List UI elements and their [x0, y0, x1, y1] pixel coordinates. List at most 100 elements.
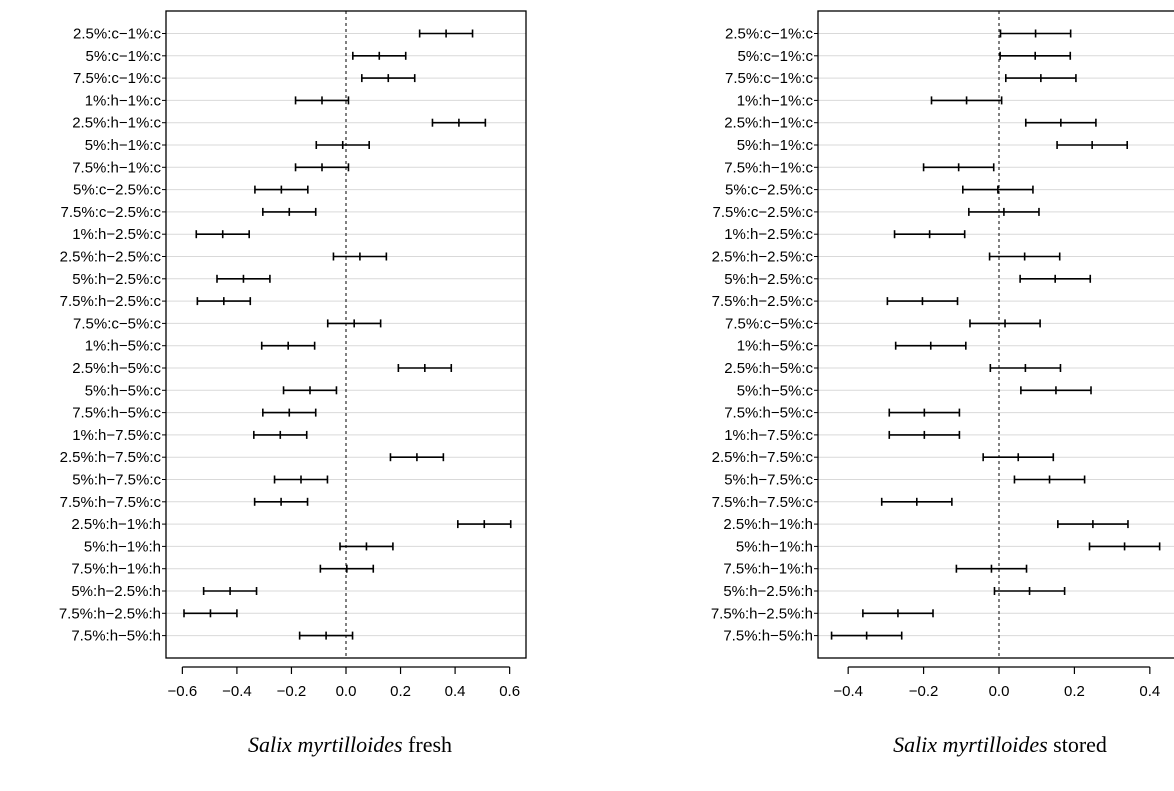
category-label: 1%:h−5%:c: [737, 338, 814, 355]
plot-frame: [817, 10, 1174, 659]
category-label: 5%:h−7.5%:c: [72, 472, 161, 489]
category-label: 7.5%:h−7.5%:c: [60, 494, 162, 511]
category-label: 1%:h−5%:c: [85, 338, 162, 355]
category-label: 5%:h−2.5%:h: [723, 583, 813, 600]
error-bar: [457, 520, 512, 529]
chart-title-condition: stored: [1048, 732, 1107, 757]
category-label: 1%:h−2.5%:c: [724, 226, 813, 243]
chart-title-fresh: Salix myrtilloides fresh: [248, 732, 452, 757]
category-label: 2.5%:h−1%:h: [723, 516, 813, 533]
category-label: 1%:h−1%:c: [85, 92, 162, 109]
category-label: 5%:h−1%:c: [85, 137, 162, 154]
chart-title-stored: Salix myrtilloides stored: [893, 732, 1107, 757]
category-label: 7.5%:c−1%:c: [725, 70, 813, 87]
category-label: 2.5%:h−1%:c: [72, 115, 161, 132]
error-bar: [319, 564, 375, 573]
category-label: 5%:h−1%:h: [736, 538, 813, 555]
error-bar: [888, 430, 961, 439]
category-label: 2.5%:h−1%:c: [724, 115, 813, 132]
error-bar: [1057, 520, 1129, 529]
error-bar: [389, 453, 445, 462]
error-bar: [254, 185, 309, 194]
category-label: 2.5%:h−2.5%:c: [712, 249, 814, 266]
category-label: 7.5%:h−2.5%:h: [59, 605, 161, 622]
category-label: 1%:h−2.5%:c: [72, 226, 161, 243]
error-bar: [982, 453, 1055, 462]
error-bar: [893, 230, 966, 239]
error-bar: [273, 475, 329, 484]
error-bar: [339, 542, 394, 551]
plot-frame: [165, 10, 527, 659]
category-label: 2.5%:h−1%:h: [71, 516, 161, 533]
error-bar: [955, 564, 1028, 573]
error-bar: [1088, 542, 1161, 551]
category-label: 7.5%:h−5%:c: [724, 405, 813, 422]
category-label: 5%:h−5%:c: [85, 382, 162, 399]
category-label: 2.5%:h−5%:c: [72, 360, 161, 377]
error-bar: [1056, 141, 1129, 149]
chart-stored: 2.5%:c−1%:c 5%:c−1%:c 7.5%:c−1%:c 1%:h−1%:c…: [711, 10, 1174, 757]
error-bar: [262, 207, 317, 216]
error-bar: [1019, 274, 1092, 283]
category-label: 5%:h−1%:h: [84, 538, 161, 555]
x-tick-label: −0.4: [833, 683, 863, 700]
category-label: 7.5%:h−5%:h: [723, 628, 813, 645]
error-bar: [1004, 74, 1077, 83]
category-label: 7.5%:h−5%:h: [71, 628, 161, 645]
error-bar: [253, 430, 308, 439]
category-label: 7.5%:c−1%:c: [73, 70, 161, 87]
error-bar: [202, 587, 258, 595]
category-label: 7.5%:h−5%:c: [72, 405, 161, 422]
x-tick-label: 0.4: [1139, 683, 1160, 700]
error-bar: [282, 386, 338, 395]
error-bar: [1020, 386, 1092, 395]
category-label: 2.5%:c−1%:c: [725, 26, 813, 43]
category-label: 5%:c−2.5%:c: [725, 182, 813, 199]
category-label: 5%:c−2.5%:c: [73, 182, 161, 199]
category-label: 7.5%:h−1%:c: [72, 159, 161, 176]
error-bar: [999, 51, 1072, 60]
error-bar: [216, 274, 271, 283]
error-bar: [961, 185, 1034, 194]
plot-area: 2.5%:c−1%:c 5%:c−1%:c 7.5%:c−1%:c 1%:h−1%:c…: [59, 10, 527, 700]
error-bar: [253, 497, 309, 506]
error-bar: [418, 29, 474, 38]
category-label: 7.5%:h−2.5%:c: [60, 293, 162, 310]
category-label: 2.5%:h−7.5%:c: [712, 449, 814, 466]
x-tick-label: −0.6: [168, 683, 198, 700]
category-label: 2.5%:h−7.5%:c: [60, 449, 162, 466]
category-label: 7.5%:h−1%:h: [71, 561, 161, 578]
category-label: 5%:h−1%:c: [737, 137, 814, 154]
error-bar: [294, 163, 350, 172]
chart-title-species: Salix myrtilloides: [248, 732, 403, 757]
error-bar: [880, 497, 953, 506]
category-label: 7.5%:c−5%:c: [73, 315, 161, 332]
x-tick-label: 0.0: [989, 683, 1010, 700]
error-bar: [989, 364, 1062, 372]
category-label: 7.5%:c−2.5%:c: [61, 204, 162, 221]
category-label: 2.5%:h−5%:c: [724, 360, 813, 377]
category-label: 5%:h−5%:c: [737, 382, 814, 399]
error-bar: [886, 297, 959, 306]
x-tick-label: 0.2: [1064, 683, 1085, 700]
error-bar: [930, 96, 1003, 105]
x-tick-label: 0.2: [390, 683, 411, 700]
category-label: 1%:h−7.5%:c: [72, 427, 161, 444]
error-bar: [830, 631, 903, 640]
plot-area: 2.5%:c−1%:c 5%:c−1%:c 7.5%:c−1%:c 1%:h−1%:c…: [711, 10, 1174, 700]
category-label: 7.5%:h−2.5%:c: [712, 293, 814, 310]
error-bar: [1013, 475, 1086, 484]
error-bar: [862, 609, 934, 618]
x-tick-label: 0.4: [445, 683, 466, 700]
error-bar: [326, 319, 382, 328]
category-label: 1%:h−1%:c: [737, 92, 814, 109]
error-bar: [195, 230, 250, 239]
error-bar: [988, 252, 1061, 261]
category-label: 5%:h−2.5%:h: [71, 583, 161, 600]
category-label: 7.5%:c−5%:c: [725, 315, 813, 332]
x-tick-label: 0.0: [336, 683, 357, 700]
error-bar: [361, 74, 416, 83]
error-bar: [332, 252, 388, 261]
x-tick-label: −0.4: [222, 683, 252, 700]
